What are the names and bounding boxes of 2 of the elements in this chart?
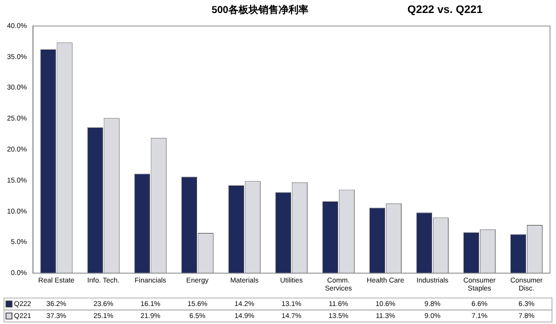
chart-subtitle: Q222 vs. Q221 — [407, 4, 483, 16]
chart-title: 500各板块销售净利率 — [212, 4, 308, 16]
